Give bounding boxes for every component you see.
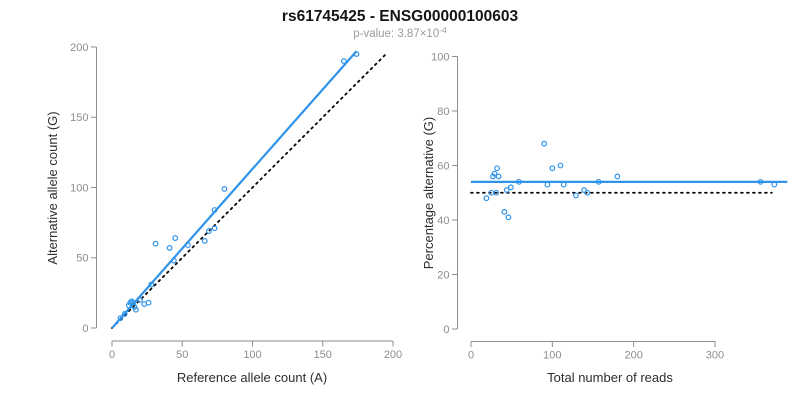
data-point [495,173,502,180]
y-tick-label: 0 [443,324,449,336]
x-tick-label: 150 [314,349,332,361]
x-tick-label: 200 [384,349,402,361]
data-point [121,311,128,317]
left-x-axis-title: Reference allele count (A) [177,370,327,385]
data-point [353,51,360,57]
data-point [132,306,139,313]
x-tick-label: 50 [176,349,188,361]
data-point [491,170,498,177]
y-tick-label: 40 [437,215,449,227]
data-point [117,315,124,322]
y-tick-label: 50 [76,253,88,265]
data-point [127,299,134,306]
data-point [614,173,621,180]
y-tick-label: 80 [437,106,449,118]
regression-line [111,50,358,329]
identity-line [111,53,387,329]
percentage-plot-content: 0 20 40 60 80 100 0 100 200 300 [431,51,788,362]
data-point [584,189,591,196]
data-point [493,189,500,196]
data-point [206,228,212,234]
x-tick-label: 0 [109,349,115,361]
data-point [145,299,152,306]
data-point [125,302,132,309]
data-point [211,225,218,232]
x-tick-label: 200 [624,350,642,362]
data-point [549,165,556,172]
allele-count-plot-content: 0 50 100 150 200 0 50 100 150 200 [70,42,402,361]
y-tick-label: 20 [437,269,449,281]
x-tick-label: 300 [706,350,724,362]
data-point [573,192,579,199]
data-point [541,140,548,147]
data-point [544,181,551,188]
data-point [201,237,208,244]
data-point [494,165,500,172]
y-tick-label: 100 [70,182,88,194]
y-tick-label: 200 [70,42,88,54]
x-tick-label: 0 [468,350,474,362]
y-tick-label: 150 [70,112,88,124]
data-point [501,208,508,215]
x-tick-label: 100 [243,349,261,361]
allele-count-scatter-plot: 0 50 100 150 200 0 50 100 150 200 Reference allel… [45,42,402,385]
data-point [152,240,159,247]
data-point [128,298,135,305]
y-tick-label: 100 [431,51,449,63]
y-tick-label: 60 [437,160,449,172]
right-y-axis-title: Percentage alternative (G) [421,117,436,269]
data-point [172,235,179,241]
data-point [516,178,522,185]
data-point [137,297,144,303]
data-point [340,58,347,64]
data-point [148,281,155,288]
data-point [595,178,602,185]
data-point [166,245,173,251]
subtitle-text: p-value: 3.87×10 [353,28,439,40]
data-point [503,187,510,193]
subtitle-exponent: -4 [439,25,447,35]
data-point [507,184,514,191]
data-point [170,257,177,264]
data-point [221,186,228,192]
right-x-axis-title: Total number of reads [547,370,673,385]
data-point [483,195,490,202]
data-point [557,162,564,169]
left-y-axis-title: Alternative allele count (G) [45,111,60,264]
figure-title: rs61745425 - ENSG00000100603 [282,8,519,25]
data-point [184,242,191,249]
data-point [131,304,138,310]
data-point [757,178,764,185]
data-point [771,181,778,188]
percentage-vs-reads-scatter-plot: 0 20 40 60 80 100 0 100 200 300 Total number of r… [421,51,788,385]
data-point [560,181,567,188]
data-point [505,214,512,221]
y-tick-label: 0 [82,323,88,335]
figure-subtitle: p-value: 3.87×10-4 [353,25,447,40]
data-point [211,207,218,213]
x-tick-label: 100 [543,350,561,362]
